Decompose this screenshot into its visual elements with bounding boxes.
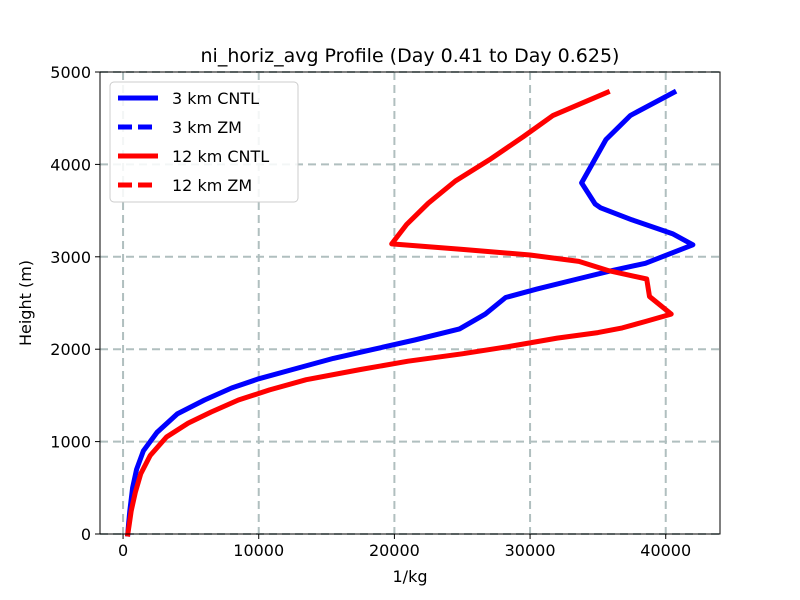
x-tick-label: 0 xyxy=(118,541,128,560)
y-tick-label: 1000 xyxy=(50,433,91,452)
legend-label-3-km-cntl: 3 km CNTL xyxy=(172,89,259,108)
grid xyxy=(100,71,720,535)
series-lines xyxy=(124,88,696,537)
y-tick-label: 5000 xyxy=(50,63,91,82)
x-tick-label: 40000 xyxy=(640,541,691,560)
y-tick-label: 4000 xyxy=(50,155,91,174)
legend-label-3-km-zm: 3 km ZM xyxy=(172,118,242,137)
legend: 3 km CNTL 3 km ZM 12 km CNTL 12 km ZM xyxy=(109,81,299,203)
legend-box xyxy=(109,81,299,203)
y-axis-label: Height (m) xyxy=(16,260,35,346)
legend-label-12-km-zm: 12 km ZM xyxy=(172,176,252,195)
y-tick-label: 2000 xyxy=(50,340,91,359)
series-line-12-km-cntl xyxy=(124,89,674,537)
chart-title: ni_horiz_avg Profile (Day 0.41 to Day 0.… xyxy=(201,45,620,67)
series-line-3-km-cntl xyxy=(125,88,696,537)
x-tick-label: 20000 xyxy=(369,541,420,560)
legend-label-12-km-cntl: 12 km CNTL xyxy=(172,147,269,166)
axis-ticks: 0 10000 20000 30000 40000 0 1000 2000 3000 4000 50… xyxy=(50,63,691,560)
x-axis-label: 1/kg xyxy=(393,567,428,586)
plot-frame xyxy=(99,71,721,535)
y-tick-label: 0 xyxy=(81,525,91,544)
y-tick-label: 3000 xyxy=(50,248,91,267)
x-tick-label: 10000 xyxy=(233,541,284,560)
x-tick-label: 30000 xyxy=(505,541,556,560)
